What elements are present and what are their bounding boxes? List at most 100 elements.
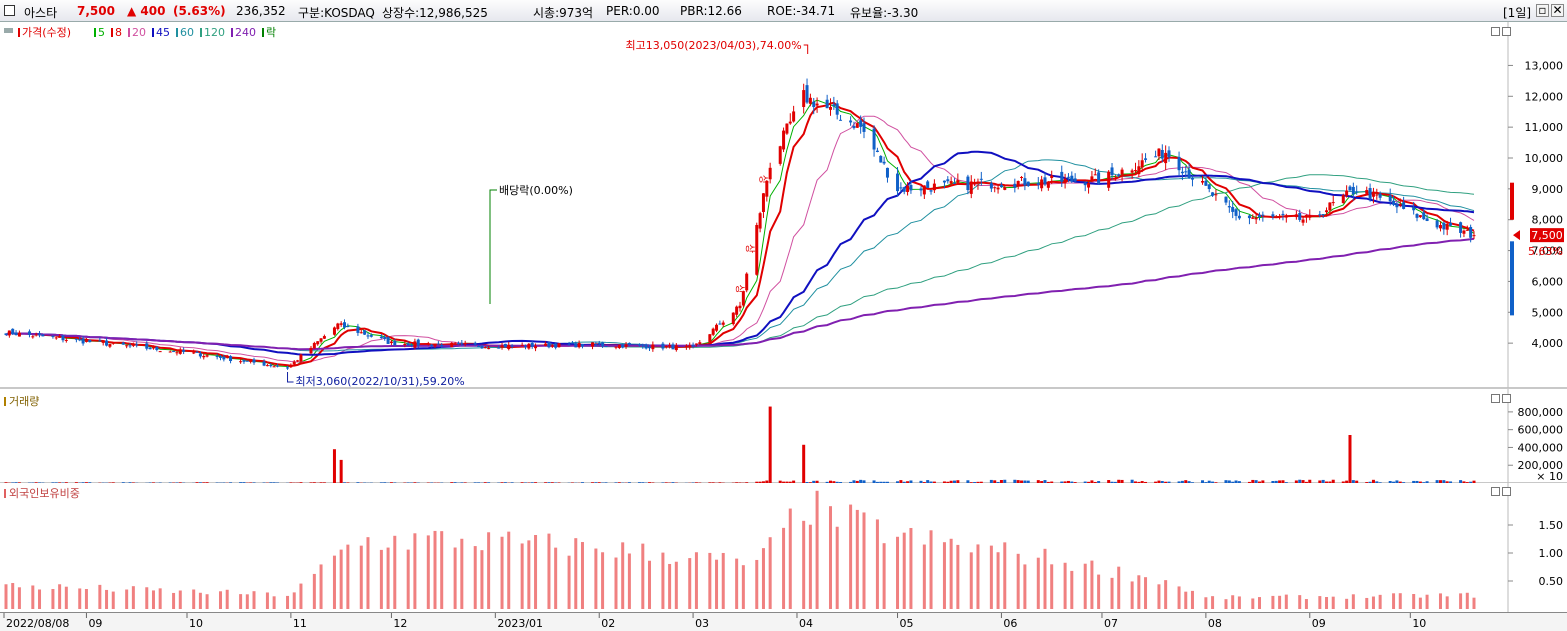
candle-body [551,345,554,346]
candle-body [614,347,617,348]
panel-minimize-icon[interactable] [1491,487,1500,496]
candle-body [826,100,829,108]
foreign-bar [11,583,14,609]
candle-body [460,343,463,344]
candle-body [497,348,500,349]
candle-body [1097,172,1100,183]
candle-body [1395,204,1398,207]
candle-body [1439,225,1442,228]
close-icon[interactable]: ✕ [1551,4,1564,17]
volume-value: 236,352 [236,4,286,18]
candle-body [336,324,339,330]
price-axis-label: 9,000 [1532,183,1564,196]
candle-body [1416,214,1419,218]
volume-axis-label: 600,000 [1518,424,1564,437]
restore-icon[interactable]: ▫ [1536,4,1549,17]
candle-body [568,344,571,345]
candle-body [926,181,929,187]
foreign-bar [192,589,195,609]
candle-body [387,337,390,344]
x-axis-label: 02 [601,617,615,630]
roe-value: ROE:-34.71 [767,4,835,18]
panel-close-icon[interactable] [1502,394,1511,403]
candle-body [990,183,993,188]
candle-body [919,189,922,191]
candle-body [11,329,14,334]
foreign-bar [1258,597,1261,609]
volume-bar [802,445,805,483]
volume-axis-label: 400,000 [1518,441,1564,454]
foreign-bar [568,556,571,609]
foreign-bar [501,537,504,609]
candle-body [410,345,413,346]
candle-body [417,340,420,346]
candle-body [1154,156,1157,157]
candle-body [651,344,654,349]
foreign-bar [320,564,323,609]
panel-minimize-icon[interactable] [1491,394,1500,403]
candle-body [507,345,510,349]
foreign-bar [5,584,8,609]
candle-body [852,126,855,128]
foreign-bar [474,546,477,609]
legend-label: 45 [156,26,170,39]
candle-body [1094,174,1097,175]
panel-minimize-icon[interactable] [1491,27,1500,36]
candle-body [15,332,18,335]
price-axis-label: 10,000 [1525,152,1564,165]
candle-body [1228,206,1231,207]
candle-body [1302,220,1305,223]
candle-body [437,344,440,345]
candle-body [598,343,601,344]
candle-body [1131,170,1134,172]
candle-body [98,340,101,341]
candle-body [1375,195,1378,196]
period-selector[interactable]: [1일] [1503,4,1531,21]
limit-up-mark: 상 [744,244,756,253]
foreign-bar [742,565,745,609]
price-axis-label: 8,000 [1532,214,1564,227]
price-chart[interactable]: 13,00012,00011,00010,0009,0008,0007,0006… [0,22,1567,388]
candle-body [340,323,343,325]
candle-body [641,345,644,346]
candle-body [531,343,534,347]
foreign-bar [112,592,115,609]
foreign-bar [1271,596,1274,609]
foreign-bar [1224,599,1227,609]
candle-body [296,360,299,361]
current-price-label: 7,500 [1531,229,1563,242]
stock-name[interactable]: 아스타 [24,4,57,21]
candle-body [159,351,162,352]
foreign-bar [159,588,162,609]
foreign-ownership-chart[interactable]: 1.501.000.50 외국인보유비중 [0,483,1567,612]
foreign-bar [1298,595,1301,609]
price-axis-label: 12,000 [1525,90,1564,103]
candle-body [970,182,973,194]
candle-body [1084,182,1087,185]
foreign-bar [85,589,88,609]
candle-body [1318,214,1321,215]
candle-body [253,359,256,362]
legend-label: 120 [204,26,225,39]
foreign-bar [454,548,457,609]
foreign-bar [1238,596,1241,609]
candle-body [792,111,795,121]
foreign-bar [293,592,296,609]
candle-body [246,361,249,362]
foreign-bar [434,531,437,609]
candle-body [1121,170,1124,175]
market-cap: 시총:973억 [533,4,593,21]
panel-close-icon[interactable] [1502,27,1511,36]
candle-body [393,341,396,345]
candle-body [1261,215,1264,216]
foreign-bar [299,584,302,609]
candle-body [346,326,349,327]
candle-body [883,162,886,164]
panel-close-icon[interactable] [1502,487,1511,496]
foreign-bar [1318,596,1321,609]
candle-body [698,342,701,344]
candle-body [1201,181,1204,183]
select-checkbox[interactable] [4,5,15,16]
candle-body [1449,223,1452,226]
